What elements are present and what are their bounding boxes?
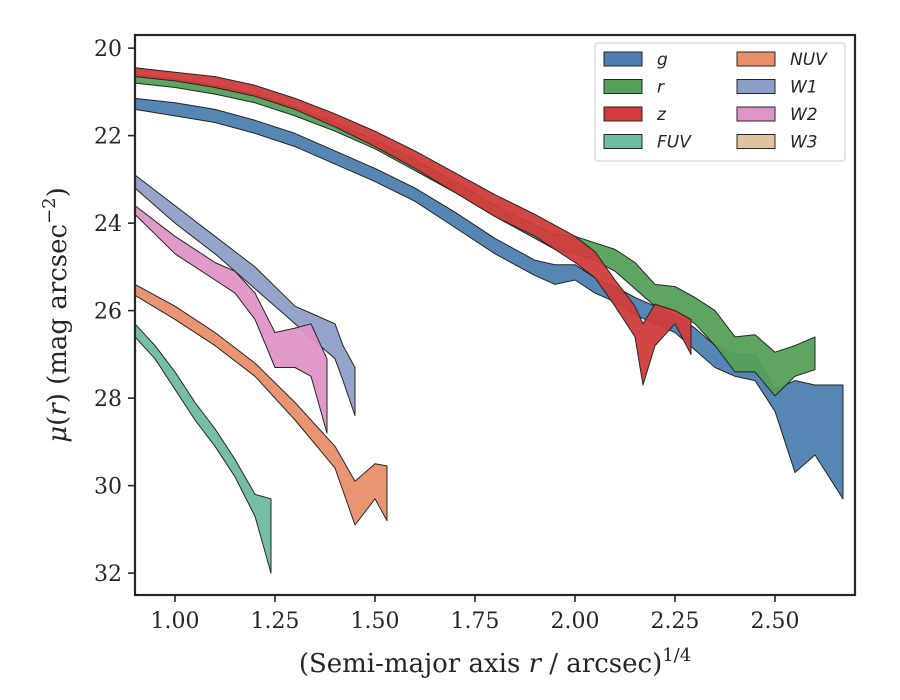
x-tick-label: 1.25: [251, 609, 300, 634]
x-tick-label: 2.00: [551, 609, 600, 634]
legend-swatch-fuv: [603, 134, 643, 149]
legend-label-w1: W1: [790, 78, 818, 98]
legend-label-z: z: [656, 105, 667, 125]
legend-label-w3: W3: [790, 133, 818, 153]
y-axis: 20 22 24 26 28 30 32: [94, 37, 135, 587]
legend-swatch-r: [603, 79, 643, 94]
x-tick-label: 2.50: [751, 609, 800, 634]
legend-swatch-w3: [736, 134, 776, 149]
x-tick-label: 1.00: [151, 609, 200, 634]
x-tick-label: 1.75: [451, 609, 500, 634]
legend-label-nuv: NUV: [790, 50, 828, 70]
y-tick-label: 20: [94, 37, 122, 62]
band-fuv: [134, 323, 272, 574]
x-tick-label: 1.50: [351, 609, 400, 634]
band-g: [134, 97, 844, 500]
y-tick-label: 32: [94, 562, 122, 587]
y-tick-label: 24: [94, 212, 122, 237]
plot-frame: [133, 33, 857, 597]
legend-label-r: r: [657, 78, 665, 98]
series-bands: [134, 67, 844, 574]
legend-swatch-z: [603, 106, 643, 122]
band-nuv: [134, 283, 388, 526]
y-tick-label: 22: [94, 125, 122, 150]
y-tick-label: 28: [94, 387, 122, 412]
legend-label-fuv: FUV: [657, 133, 692, 153]
x-axis: 1.00 1.25 1.50 1.75 2.00 2.25 2.50: [151, 595, 800, 634]
y-tick-label: 30: [94, 475, 122, 500]
y-axis-title: μ(r) (mag arcsec−2): [39, 187, 73, 443]
legend-swatch-w2: [736, 106, 776, 122]
legend-swatch-w1: [736, 79, 776, 94]
x-tick-label: 2.25: [651, 609, 700, 634]
legend-label-w2: W2: [790, 105, 818, 125]
band-z: [134, 67, 692, 386]
band-w2: [134, 205, 328, 434]
legend-label-g: g: [657, 50, 668, 70]
legend-swatch-nuv: [736, 51, 776, 67]
x-axis-title: (Semi-major axis r / arcsec)1/4: [299, 645, 691, 679]
y-tick-label: 26: [94, 300, 122, 325]
band-w1: [134, 174, 356, 417]
legend: grz FUV NUV W1 W2 W3: [594, 42, 846, 162]
legend-swatch-g: [603, 51, 643, 67]
legend-box: [594, 42, 846, 162]
